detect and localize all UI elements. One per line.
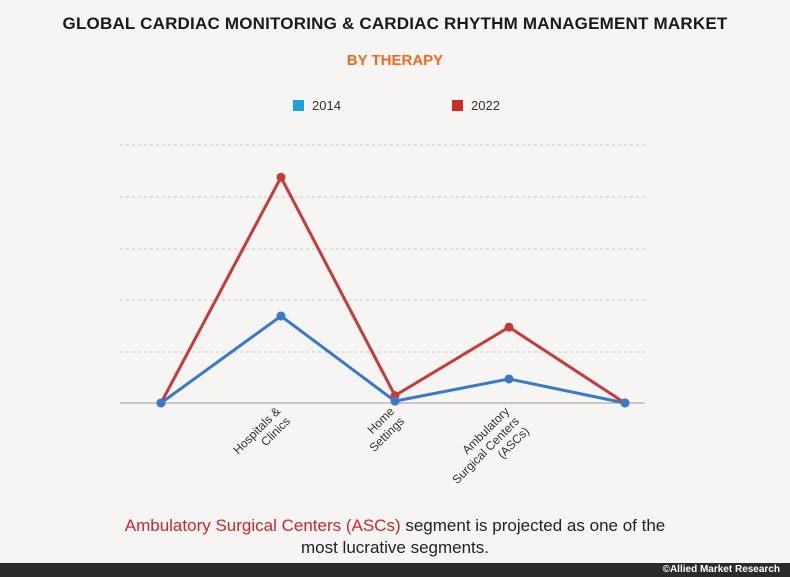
legend-label-2014: 2014: [312, 98, 341, 113]
series-line-2022: [159, 175, 626, 405]
point-2014-4: [620, 398, 630, 408]
point-2022-3: [504, 322, 514, 332]
point-2014-3: [504, 374, 514, 384]
x-tick-label-1: HomeSettings: [357, 404, 408, 455]
legend-swatch-2014: [293, 100, 304, 111]
point-2014-1: [276, 311, 286, 321]
legend-swatch-2022: [452, 100, 463, 111]
footnote-text-2: most lucrative segments.: [300, 538, 489, 557]
legend-item-2022: 2022: [452, 98, 500, 113]
line-chart: Hospitals &Clinics HomeSettings Ambulatory…: [120, 144, 645, 496]
x-tick-label-2: AmbulatorySurgical Centers(ASCs): [439, 404, 531, 496]
copyright: ©Allied Market Research: [662, 564, 780, 575]
footer-bar: ©Allied Market Research: [0, 563, 790, 577]
legend-item-2014: 2014: [293, 98, 341, 113]
footnote-highlight: Ambulatory Surgical Centers (ASCs): [124, 516, 401, 535]
footnote: Ambulatory Surgical Centers (ASCs) segme…: [0, 515, 790, 559]
chart-legend: 2014 2022: [0, 98, 790, 116]
chart-title: GLOBAL CARDIAC MONITORING & CARDIAC RHYT…: [62, 14, 728, 33]
point-2014-0: [156, 398, 166, 408]
x-tick-label-0: Hospitals &Clinics: [230, 404, 293, 467]
point-2014-2: [390, 396, 400, 406]
legend-label-2022: 2022: [471, 98, 500, 113]
point-2022-1: [276, 172, 286, 182]
chart-subtitle: BY THERAPY: [346, 52, 444, 69]
footnote-text-1: segment is projected as one of the: [400, 516, 666, 535]
